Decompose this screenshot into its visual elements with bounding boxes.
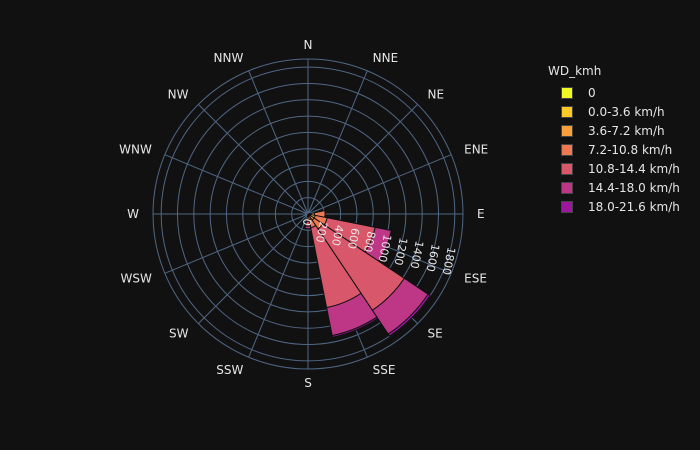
radial-tick-label: 400	[329, 224, 346, 247]
radial-tick-label: 1600	[424, 243, 442, 273]
direction-label-ENE: ENE	[464, 142, 488, 156]
direction-label-SSE: SSE	[373, 363, 396, 377]
radial-tick-label: 1800	[440, 246, 458, 276]
bar-SSE-18.0-21.6 km/h	[331, 316, 379, 338]
legend-item[interactable]: 10.8-14.4 km/h	[548, 159, 680, 178]
legend: WD_kmh 0 0.0-3.6 km/h 3.6-7.2 km/h 7.2-10.8…	[548, 64, 680, 216]
radial-tick-label: 600	[345, 227, 362, 250]
direction-label-NNW: NNW	[213, 51, 243, 65]
direction-label-ESE: ESE	[464, 272, 487, 286]
grid-spoke	[248, 70, 309, 215]
grid-spoke	[307, 70, 368, 215]
grid-spoke	[198, 213, 309, 324]
legend-item[interactable]: 3.6-7.2 km/h	[548, 121, 680, 140]
grid-spoke	[248, 213, 309, 358]
bar-SE-18.0-21.6 km/h	[387, 293, 431, 337]
direction-label-S: S	[304, 376, 312, 390]
direction-labels: N NNE NE ENE E ESE SE SSE S SSW SW WSW W WNW NW NNW	[119, 38, 488, 390]
legend-label: 10.8-14.4 km/h	[588, 161, 680, 176]
legend-title: WD_kmh	[548, 64, 602, 78]
direction-label-NNE: NNE	[373, 51, 399, 65]
legend-swatch	[561, 105, 573, 118]
grid-spoke	[164, 154, 309, 215]
radial-tick-label: 1400	[408, 240, 426, 270]
legend-swatch	[561, 143, 573, 156]
radial-tick-label: 1200	[392, 237, 410, 267]
legend-label: 3.6-7.2 km/h	[588, 123, 665, 138]
legend-item[interactable]: 14.4-18.0 km/h	[548, 178, 680, 197]
grid-spoke	[307, 104, 418, 215]
legend-item[interactable]: 0.0-3.6 km/h	[548, 102, 680, 121]
legend-label: 0.0-3.6 km/h	[588, 104, 665, 119]
radial-tick-label: 800	[361, 230, 378, 253]
legend-swatch	[561, 124, 573, 137]
legend-swatch	[561, 162, 573, 175]
legend-item[interactable]: 18.0-21.6 km/h	[548, 197, 680, 216]
direction-label-W: W	[127, 207, 139, 221]
direction-label-NW: NW	[168, 87, 189, 101]
radial-tick-label: 1000	[376, 233, 394, 263]
legend-label: 0	[588, 85, 596, 100]
bar-S-14.4-18.0 km/h	[304, 225, 312, 230]
grid-spoke	[164, 213, 309, 274]
polar-grid	[152, 58, 464, 370]
grid-spoke	[198, 104, 309, 215]
legend-label: 7.2-10.8 km/h	[588, 142, 673, 157]
legend-swatch	[561, 181, 573, 194]
direction-label-SSW: SSW	[216, 363, 243, 377]
grid-spoke	[307, 154, 452, 215]
bars	[304, 210, 431, 338]
direction-label-WSW: WSW	[121, 272, 152, 286]
legend-label: 14.4-18.0 km/h	[588, 180, 680, 195]
direction-label-E: E	[477, 207, 485, 221]
direction-label-SW: SW	[169, 327, 189, 341]
direction-label-NE: NE	[428, 87, 445, 101]
direction-label-SE: SE	[428, 327, 443, 341]
legend-item[interactable]: 0	[548, 83, 680, 102]
direction-label-N: N	[304, 38, 313, 52]
legend-label: 18.0-21.6 km/h	[588, 199, 680, 214]
legend-swatch	[561, 86, 573, 99]
direction-label-WNW: WNW	[119, 142, 152, 156]
legend-item[interactable]: 7.2-10.8 km/h	[548, 140, 680, 159]
radial-tick-label: 0	[300, 217, 314, 226]
radial-tick-label: 200	[313, 221, 330, 244]
legend-items: 0 0.0-3.6 km/h 3.6-7.2 km/h 7.2-10.8 km/h 10…	[548, 83, 680, 216]
legend-swatch	[561, 200, 573, 213]
